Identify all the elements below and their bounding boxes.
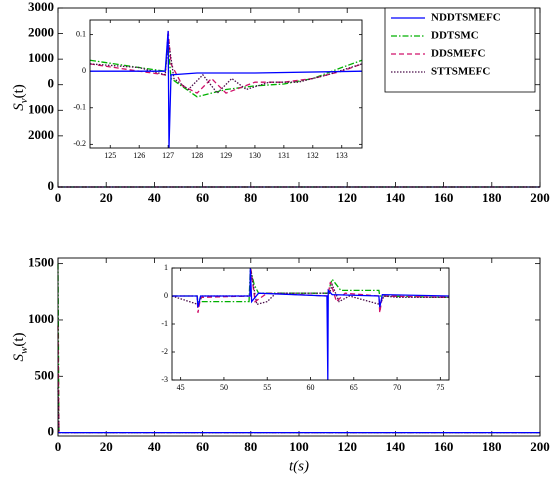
- x-tick-label: 40: [148, 439, 161, 454]
- y-tick-label: 2000: [28, 127, 54, 142]
- x-tick-label: 180: [482, 439, 502, 454]
- x-tick-label: 0: [55, 190, 62, 205]
- x-tick-label: 140: [386, 190, 406, 205]
- x-tick-label: 100: [289, 439, 309, 454]
- y-label-sub: v: [18, 98, 30, 103]
- x-tick-label: 131: [278, 151, 290, 160]
- y-label-sub: w: [18, 346, 30, 354]
- y-label-base: S: [11, 103, 27, 111]
- x-tick-label: 60: [307, 383, 315, 392]
- x-tick-label: 140: [386, 439, 406, 454]
- y-tick-label: 1000: [28, 50, 54, 65]
- legend-label: DDSMEFC: [431, 48, 485, 60]
- y-tick-label: 0.1: [76, 29, 86, 38]
- y-axis-label: Sv(t): [11, 84, 29, 111]
- x-tick-label: 65: [350, 383, 358, 392]
- y-tick-label: 0: [48, 424, 55, 439]
- y-tick-label: -0.2: [73, 139, 86, 148]
- x-tick-label: 120: [337, 190, 357, 205]
- x-tick-label: 180: [482, 190, 502, 205]
- y-tick-label: 1500: [28, 255, 54, 270]
- y-tick-label: 3000: [28, 0, 54, 14]
- x-tick-label: 200: [530, 190, 550, 205]
- x-tick-label: 128: [191, 151, 203, 160]
- x-tick-label: 80: [244, 439, 257, 454]
- x-tick-label: 20: [100, 190, 113, 205]
- y-label-rest: (t): [11, 84, 27, 98]
- y-label-rest: (t): [11, 332, 27, 346]
- series-line: [172, 267, 450, 313]
- x-tick-label: 70: [393, 383, 401, 392]
- x-tick-label: 45: [177, 383, 185, 392]
- x-tick-label: 130: [249, 151, 261, 160]
- y-tick-label: -1: [161, 319, 168, 328]
- series-line: [172, 267, 450, 381]
- x-axis-label: t(s): [289, 458, 309, 474]
- legend-label: NDDTSMEFC: [431, 12, 501, 24]
- series-line: [90, 30, 363, 149]
- y-tick-label: 2000: [28, 25, 54, 40]
- x-tick-label: 80: [244, 190, 257, 205]
- y-tick-label: -3: [161, 375, 168, 384]
- x-tick-label: 127: [162, 151, 174, 160]
- x-tick-label: 200: [530, 439, 550, 454]
- x-tick-label: 120: [337, 439, 357, 454]
- x-tick-label: 160: [434, 439, 454, 454]
- x-tick-label: 50: [220, 383, 228, 392]
- x-tick-label: 0: [55, 439, 62, 454]
- x-tick-label: 60: [196, 190, 209, 205]
- plot-area: [172, 268, 449, 380]
- x-tick-label: 160: [434, 190, 454, 205]
- y-tick-label: 1000: [28, 101, 54, 116]
- x-tick-label: 60: [196, 439, 209, 454]
- legend-label: STTSMEFC: [431, 66, 490, 78]
- y-label-base: S: [11, 354, 27, 362]
- y-tick-label: 0: [48, 178, 55, 193]
- x-tick-label: 125: [104, 151, 116, 160]
- axes-frame: [89, 19, 363, 149]
- axes-frame: [57, 257, 541, 437]
- y-tick-label: 0: [82, 66, 86, 75]
- x-tick-label: 129: [220, 151, 232, 160]
- y-tick-label: -0.1: [73, 103, 86, 112]
- legend-box: [384, 7, 536, 93]
- y-tick-label: 500: [35, 367, 55, 382]
- x-tick-label: 40: [148, 190, 161, 205]
- x-tick-label: 75: [436, 383, 444, 392]
- x-tick-label: 55: [263, 383, 271, 392]
- x-tick-label: 20: [100, 439, 113, 454]
- x-tick-label: 133: [336, 151, 348, 160]
- y-axis-label: Sw(t): [11, 332, 29, 361]
- x-tick-label: 100: [289, 190, 309, 205]
- y-tick-label: 1000: [28, 311, 54, 326]
- x-tick-label: 126: [133, 151, 145, 160]
- y-tick-label: 1: [164, 263, 168, 272]
- legend-label: DDTSMC: [431, 30, 479, 42]
- y-tick-label: 0: [164, 291, 168, 300]
- axes-frame: [171, 267, 450, 381]
- y-tick-label: 0: [48, 76, 55, 91]
- y-tick-label: -2: [161, 347, 168, 356]
- axes-frame: [57, 7, 541, 188]
- x-tick-label: 132: [307, 151, 319, 160]
